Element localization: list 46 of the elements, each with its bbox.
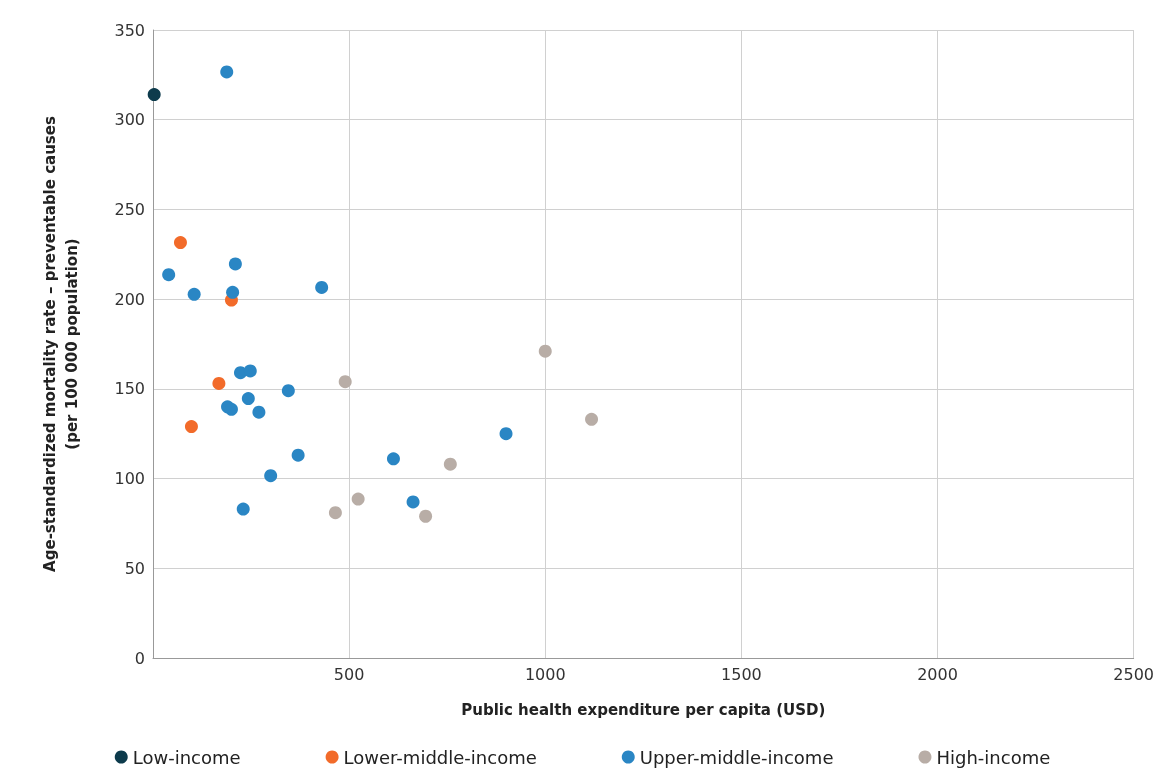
point: [315, 280, 329, 294]
point: [184, 420, 198, 434]
point: [538, 344, 552, 358]
y-tick-label: 100: [114, 469, 145, 489]
x-axis-title: Public health expenditure per capita (USD): [461, 700, 826, 719]
y-axis-title: Age-standardized mortality rate – preventable causes (per 100 000 population): [41, 116, 81, 572]
point: [228, 257, 242, 271]
point: [499, 427, 513, 441]
y-tick-label: 200: [114, 289, 145, 309]
legend-label: High-income: [936, 746, 1051, 768]
point: [338, 375, 352, 389]
point: [187, 287, 201, 301]
point: [406, 495, 420, 509]
point: [147, 88, 161, 102]
x-tick-label: 1000: [524, 664, 566, 684]
point: [328, 506, 342, 520]
point: [443, 457, 457, 471]
point: [281, 384, 295, 398]
point: [252, 405, 266, 419]
point: [173, 236, 187, 250]
point: [419, 509, 433, 523]
x-tick-label: 1500: [721, 664, 762, 684]
point: [226, 285, 240, 299]
point: [162, 268, 176, 282]
point: [351, 492, 365, 506]
x-tick-label: 2000: [917, 664, 958, 684]
point: [212, 376, 226, 390]
point: [264, 469, 278, 483]
y-tick-label: 0: [134, 648, 145, 668]
point: [585, 412, 599, 426]
y-tick-label: 50: [124, 558, 145, 578]
y-tick-label: 350: [114, 20, 145, 40]
y-tick-label: 150: [114, 379, 145, 399]
legend-label: Upper-middle-income: [639, 746, 834, 768]
y-tick-label: 300: [114, 110, 145, 130]
point: [386, 452, 400, 466]
y-tick-label: 250: [114, 199, 145, 219]
x-tick-label: 2500: [1113, 664, 1154, 684]
point: [236, 502, 250, 516]
legend-label: Low-income: [132, 746, 241, 768]
point: [291, 448, 305, 462]
point: [220, 65, 234, 79]
point: [243, 364, 257, 378]
legend-label: Lower-middle-income: [343, 746, 537, 768]
x-tick-label: 500: [333, 664, 365, 684]
point: [241, 392, 255, 406]
